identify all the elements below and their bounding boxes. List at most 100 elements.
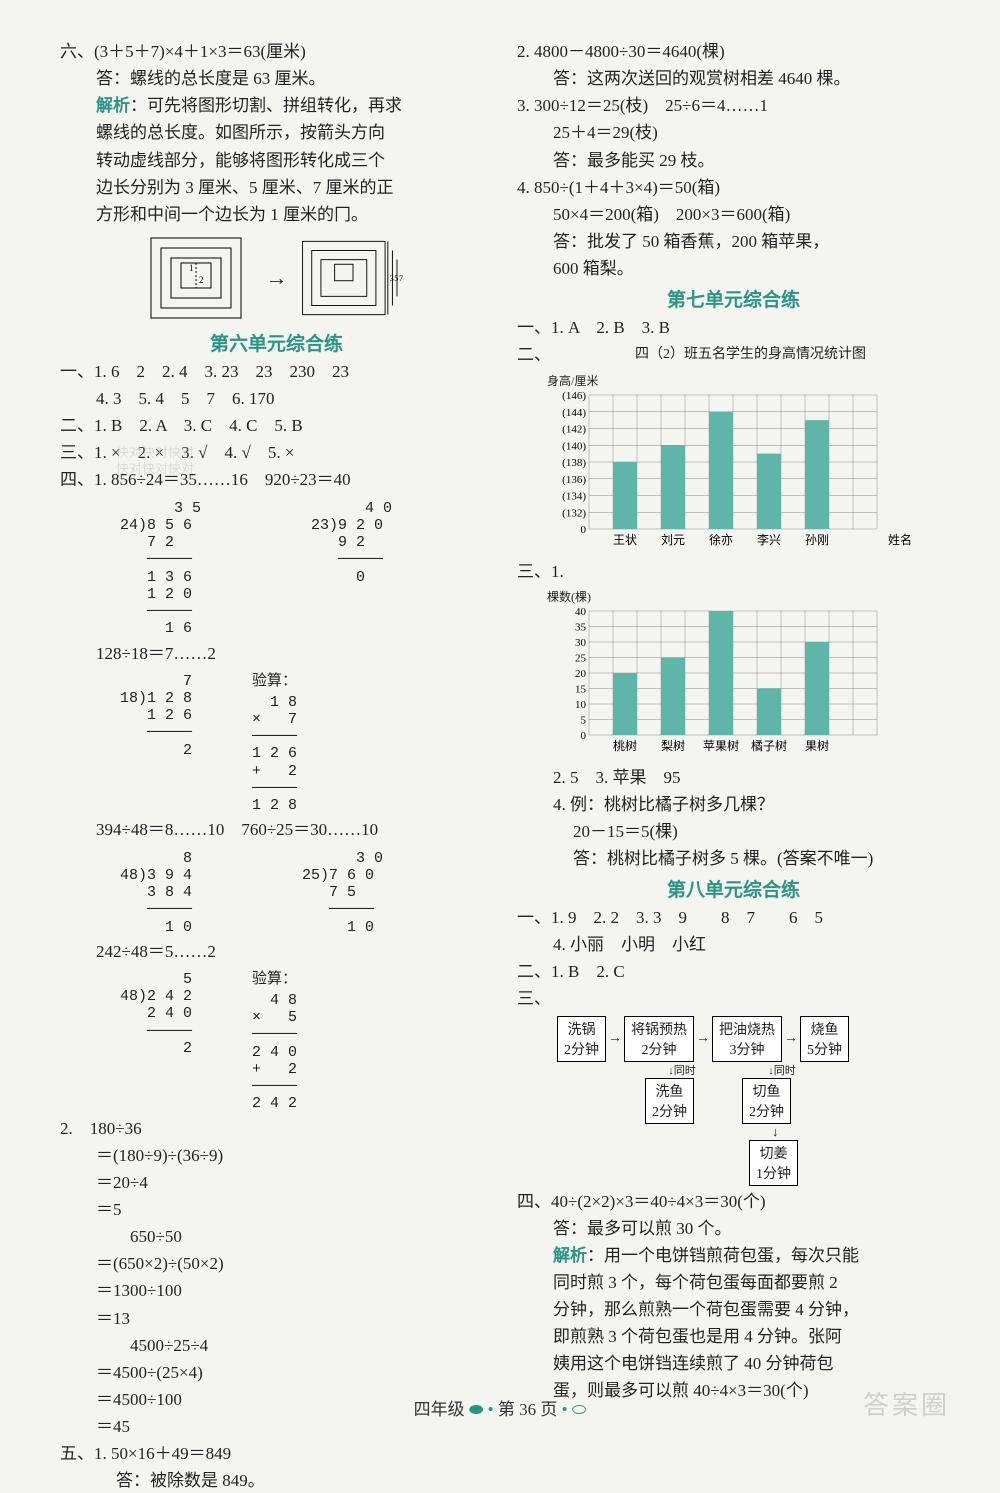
svg-text:25: 25	[575, 652, 587, 664]
text-line: 即煎熟 3 个荷包蛋也是用 4 分钟。张阿	[517, 1325, 950, 1349]
text-line: 一、1. 6 2 2. 4 3. 23 23 230 23	[60, 360, 493, 384]
text-line: 姨用这个电饼铛连续煎了 40 分钟荷包	[517, 1352, 950, 1376]
long-division: 3 5 24)8 5 6 7 2 ───── 1 3 6 1 2 0 ─────…	[120, 500, 201, 638]
flowchart: 洗锅2分钟 → 将锅预热2分钟 → 把油烧热3分钟 → 烧鱼5分钟 ↓同时 ↓同…	[557, 1016, 950, 1186]
text-line: 答：最多可以煎 30 个。	[517, 1217, 950, 1241]
svg-text:(134): (134)	[562, 491, 586, 503]
svg-text:(138): (138)	[562, 457, 586, 469]
text-line: 2. 5 3. 苹果 95	[517, 766, 950, 790]
text-line: 650÷50	[60, 1225, 493, 1249]
text-line: 六、(3＋5＋7)×4＋1×3＝63(厘米)	[60, 40, 493, 64]
text-line: 600 箱梨。	[517, 257, 950, 281]
text-line: 答：这两次送回的观赏树相差 4640 棵。	[517, 67, 950, 91]
page-footer: 四年级 ⬬ • 第 36 页 • ⬭	[0, 1395, 1000, 1420]
long-division: 5 48)2 4 2 2 4 0 ───── 2	[120, 971, 192, 1113]
square-before-icon: 1 2	[146, 233, 256, 323]
verify-calc: 1 8 × 7 ───── 1 2 6 + 2 ───── 1 2 8	[252, 694, 297, 815]
keyword: 解析	[96, 96, 130, 115]
text-line: 4500÷25÷4	[60, 1334, 493, 1358]
svg-text:(136): (136)	[562, 474, 586, 486]
svg-text:苹果树: 苹果树	[703, 738, 739, 753]
flow-box: 切姜1分钟	[749, 1140, 798, 1186]
text-line: 4. 3 5. 4 5 7 6. 170	[60, 387, 493, 411]
page-number: 第 36 页	[498, 1400, 558, 1419]
svg-text:(140): (140)	[562, 441, 586, 453]
svg-text:40: 40	[575, 606, 587, 618]
text-line: 二、1. B 2. A 3. C 4. C 5. B	[60, 414, 493, 438]
svg-text:10: 10	[575, 699, 587, 711]
svg-text:橘子树: 橘子树	[751, 738, 787, 753]
dot-icon: ⬬ •	[469, 1400, 498, 1419]
svg-text:桃树: 桃树	[613, 738, 637, 753]
chart-title: 四（2）班五名学生的身高情况统计图	[551, 343, 950, 368]
text-line: 二、	[517, 343, 551, 367]
long-division: 8 48)3 9 4 3 8 4 ───── 1 0	[120, 850, 192, 936]
text-line: 394÷48＝8……10 760÷25＝30……10	[60, 818, 493, 842]
text-line: 50×4＝200(箱) 200×3＝600(箱)	[517, 203, 950, 227]
svg-text:刘元: 刘元	[661, 533, 685, 547]
text-line: ＝4500÷(25×4)	[60, 1361, 493, 1385]
flow-box: 切鱼2分钟	[742, 1078, 791, 1124]
text-line: ＝20÷4	[60, 1171, 493, 1195]
svg-text:(144): (144)	[562, 407, 586, 419]
watermark: 快对快对快对快对快对快对	[116, 445, 194, 476]
section-title-unit8: 第八单元综合练	[517, 875, 950, 902]
svg-text:0: 0	[581, 524, 587, 536]
text-line: 转动虚线部分，能够将图形转化成三个	[60, 149, 493, 173]
bar-chart-height: 身高/厘米 (146)(144)(142)(140)(138)(136)(134…	[547, 372, 950, 554]
text-line: 答：桃树比橘子树多 5 棵。(答案不唯一)	[517, 847, 950, 871]
svg-text:孙刚: 孙刚	[805, 533, 829, 547]
text-line: 2. 4800－4800÷30＝4640(棵)	[517, 40, 950, 64]
svg-text:3: 3	[389, 274, 393, 283]
text-line: 128÷18＝7……2	[60, 642, 493, 666]
verify-label: 验算：	[252, 967, 297, 988]
text-line: ＝(180÷9)÷(36÷9)	[60, 1144, 493, 1168]
left-column: 快对快对快对快对快对快对 六、(3＋5＋7)×4＋1×3＝63(厘米) 答：螺线…	[60, 40, 493, 1380]
arrow-icon: →	[266, 265, 288, 291]
text-line: 2. 180÷36	[60, 1117, 493, 1141]
svg-text:2: 2	[199, 275, 204, 285]
text-line: ＝1300÷100	[60, 1279, 493, 1303]
svg-text:20: 20	[575, 668, 587, 680]
verify-calc: 4 8 × 5 ───── 2 4 0 + 2 ───── 2 4 2	[252, 992, 297, 1113]
long-division: 4 0 23)9 2 0 9 2 ───── 0	[311, 500, 392, 638]
text-line: 答：被除数是 849。	[60, 1469, 493, 1493]
svg-text:梨树: 梨树	[661, 738, 685, 753]
right-column: 2. 4800－4800÷30＝4640(棵) 答：这两次送回的观赏树相差 46…	[517, 40, 950, 1380]
bar-chart-trees: 棵数(棵) 4035302520151050桃树梨树苹果树橘子树果树	[547, 588, 950, 760]
text-line: 4. 例：桃树比橘子树多几棵？	[517, 793, 950, 817]
text-line: 五、1. 50×16＋49＝849	[60, 1442, 493, 1466]
svg-text:(132): (132)	[562, 508, 586, 520]
svg-text:1: 1	[189, 263, 194, 273]
verify-label: 验算：	[252, 669, 297, 690]
flow-box: 烧鱼5分钟	[800, 1016, 849, 1062]
text-line: 一、1. A 2. B 3. B	[517, 316, 950, 340]
svg-text:果树: 果树	[805, 738, 829, 753]
flow-box: 把油烧热3分钟	[712, 1016, 782, 1062]
text-line: 四、40÷(2×2)×3＝40÷4×3＝30(个)	[517, 1190, 950, 1214]
arrow-icon: →	[782, 1031, 800, 1047]
flow-box: 将锅预热2分钟	[624, 1016, 694, 1062]
y-axis-label: 身高/厘米	[547, 372, 950, 389]
arrow-icon: →	[606, 1031, 624, 1047]
section-title-unit7: 第七单元综合练	[517, 285, 950, 312]
svg-text:0: 0	[581, 730, 587, 742]
text-line: 25＋4＝29(枝)	[517, 121, 950, 145]
text-line: 一、1. 9 2. 2 3. 3 9 8 7 6 5	[517, 906, 950, 930]
text-line: 二、1. B 2. C	[517, 960, 950, 984]
keyword: 解析	[553, 1246, 587, 1265]
y-axis-label: 棵数(棵)	[547, 588, 950, 605]
long-division: 7 18)1 2 8 1 2 6 ───── 2	[120, 673, 192, 815]
text-line: 4. 850÷(1＋4＋3×4)＝50(箱)	[517, 176, 950, 200]
text-line: 螺线的总长度。如图所示，按箭头方向	[60, 121, 493, 145]
svg-text:35: 35	[575, 621, 587, 633]
arrow-icon: →	[694, 1031, 712, 1047]
svg-text:姓名: 姓名	[888, 532, 912, 547]
svg-text:李兴: 李兴	[757, 532, 781, 547]
text-line: 同时煎 3 个，每个荷包蛋每面都要煎 2	[517, 1271, 950, 1295]
text-line: 分钟，那么煎熟一个荷包蛋需要 4 分钟，	[517, 1298, 950, 1322]
text-line: 242÷48＝5……2	[60, 940, 493, 964]
text-line: 答：螺线的总长度是 63 厘米。	[60, 67, 493, 91]
text-line: 方形和中间一个边长为 1 厘米的冂。	[60, 203, 493, 227]
text-line: 三、	[517, 987, 950, 1011]
